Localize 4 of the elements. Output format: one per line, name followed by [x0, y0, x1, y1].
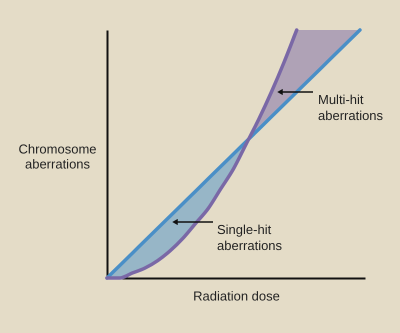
annotation: Multi-hit aberrations — [318, 92, 384, 123]
annotation: Single-hit aberrations — [217, 222, 283, 253]
y-axis-title: Chromosome aberrations — [18, 142, 97, 172]
x-axis-title: Radiation dose — [193, 288, 280, 304]
